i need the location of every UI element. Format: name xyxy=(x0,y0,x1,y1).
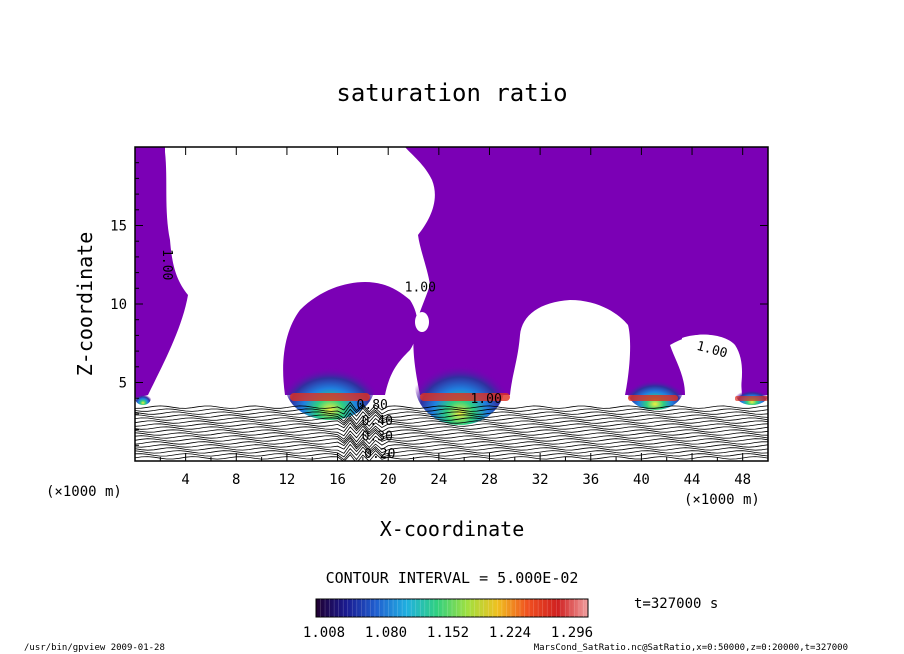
x-tick-label: 12 xyxy=(278,472,295,488)
colorbar-tick-label: 1.224 xyxy=(489,625,531,641)
contour-line xyxy=(135,450,768,461)
x-tick-label: 24 xyxy=(430,472,447,488)
chart-title: saturation ratio xyxy=(336,79,567,107)
contour-line xyxy=(135,428,768,440)
contour-field: 1.001.001.001.000.800.400.300.20 xyxy=(135,147,768,462)
fill-region xyxy=(405,147,768,395)
x-tick-label: 40 xyxy=(633,472,650,488)
y-tick-label: 15 xyxy=(110,219,127,235)
x-tick-label: 36 xyxy=(582,472,599,488)
colorbar-tick-label: 1.008 xyxy=(303,625,345,641)
contour-line xyxy=(135,432,768,443)
footer-left: /usr/bin/gpview 2009-01-28 xyxy=(24,643,165,653)
contour-line xyxy=(135,422,768,433)
contour-line xyxy=(135,453,768,461)
x-tick-label: 32 xyxy=(532,472,549,488)
y-axis: 5 10 15 xyxy=(110,162,768,446)
contour-labels: 1.001.001.001.000.800.400.300.20 xyxy=(159,249,729,462)
x-tick-label: 16 xyxy=(329,472,346,488)
time-label: t=327000 s xyxy=(634,596,718,612)
colorbar xyxy=(315,598,589,618)
x-unit-right: (×1000 m) xyxy=(684,492,760,508)
contour-line xyxy=(135,411,768,422)
contour-label: 1.00 xyxy=(405,280,436,295)
x-axis: 4 8 12 16 20 24 28 32 36 40 44 48 xyxy=(159,147,751,488)
contour-interval: CONTOUR INTERVAL = 5.000E-02 xyxy=(326,569,579,587)
contour-label: 0.80 xyxy=(357,398,388,413)
contour-line xyxy=(135,446,768,458)
x-tick-label: 20 xyxy=(380,472,397,488)
contour-line xyxy=(135,440,768,451)
contour-line xyxy=(135,414,768,425)
contour-label: 0.40 xyxy=(362,414,393,429)
contour-line xyxy=(135,437,768,449)
x-tick-label: 8 xyxy=(232,472,240,488)
colorbar-tick-label: 1.152 xyxy=(427,625,469,641)
colorbar-tick-label: 1.080 xyxy=(365,625,407,641)
contour-line xyxy=(135,417,768,428)
x-tick-label: 44 xyxy=(684,472,701,488)
colorbar-stripes xyxy=(320,599,584,617)
contour-line xyxy=(135,425,768,437)
contour-line xyxy=(135,401,768,413)
colorbar-tick-label: 1.296 xyxy=(551,625,593,641)
fill-region xyxy=(135,147,188,398)
contour-line xyxy=(135,419,768,431)
contour-line xyxy=(135,435,768,446)
colorbar-ticks: 1.008 1.080 1.152 1.224 1.296 xyxy=(303,625,593,641)
x-tick-label: 48 xyxy=(734,472,751,488)
contour-line xyxy=(135,407,768,419)
y-tick-label: 10 xyxy=(110,297,127,313)
y-tick-label: 5 xyxy=(119,376,127,392)
x-unit-left: (×1000 m) xyxy=(46,484,122,500)
footer-right: MarsCond_SatRatio.nc@SatRatio,x=0:50000,… xyxy=(534,643,848,653)
contour-label: 1.00 xyxy=(470,392,501,407)
contour-lines xyxy=(135,401,768,461)
contour-label: 1.00 xyxy=(159,249,174,280)
contour-label: 0.30 xyxy=(362,430,393,445)
contour-line xyxy=(135,404,768,415)
y-axis-label: Z-coordinate xyxy=(73,232,97,377)
x-tick-label: 4 xyxy=(181,472,189,488)
contour-label: 0.20 xyxy=(364,447,395,462)
x-axis-label: X-coordinate xyxy=(380,517,525,541)
contour-line xyxy=(135,443,768,454)
x-tick-label: 28 xyxy=(481,472,498,488)
